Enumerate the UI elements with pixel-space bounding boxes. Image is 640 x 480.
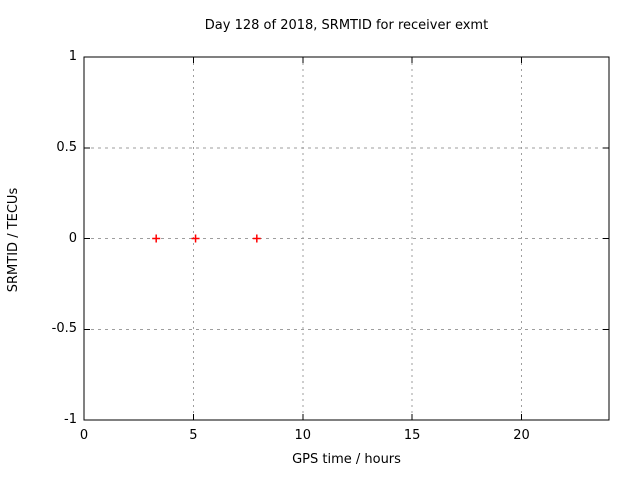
y-tick-label: 0: [68, 230, 77, 246]
x-axis-label: GPS time / hours: [292, 452, 401, 467]
y-tick-label: 1: [68, 49, 77, 64]
x-tick-label: 20: [513, 428, 530, 443]
y-tick-label: -0.5: [51, 321, 77, 337]
x-tick-label: 5: [189, 428, 198, 443]
data-point-marker: [252, 234, 261, 243]
x-tick-label: 0: [79, 428, 89, 443]
x-tick-label: 10: [294, 428, 312, 443]
data-point-marker: [191, 234, 200, 243]
data-point-marker: [152, 234, 161, 243]
y-tick-label: -1: [64, 412, 77, 427]
chart-title: Day 128 of 2018, SRMTID for receiver exm…: [204, 18, 489, 33]
y-tick-label: 0.5: [56, 139, 77, 155]
x-tick-label: 15: [403, 428, 421, 443]
